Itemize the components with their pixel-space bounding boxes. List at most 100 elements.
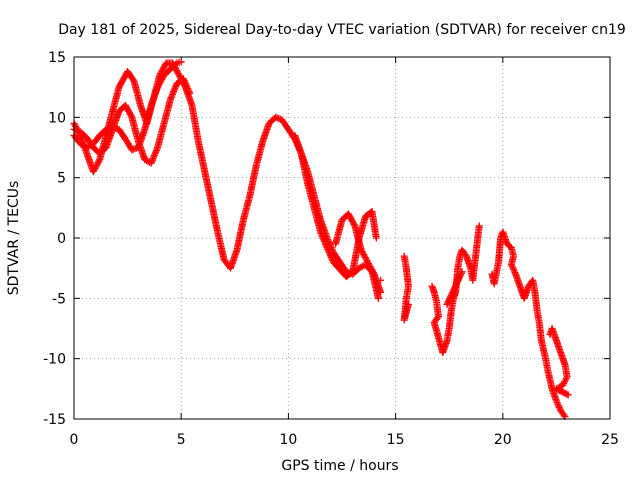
data-point bbox=[179, 75, 187, 83]
data-point bbox=[184, 84, 192, 92]
data-series-trace-f bbox=[400, 252, 412, 324]
data-point bbox=[156, 79, 164, 87]
data-point bbox=[175, 71, 183, 79]
data-point bbox=[350, 220, 358, 228]
data-point bbox=[327, 253, 335, 261]
x-tick-label: 0 bbox=[70, 432, 79, 448]
data-point bbox=[157, 77, 165, 85]
data-point bbox=[324, 245, 332, 253]
data-point bbox=[125, 107, 133, 115]
data-point bbox=[129, 76, 137, 84]
data-point bbox=[560, 411, 568, 419]
data-point bbox=[358, 248, 366, 256]
data-point bbox=[510, 267, 518, 275]
data-point bbox=[364, 258, 372, 266]
data-point bbox=[368, 266, 376, 274]
y-tick-label: 15 bbox=[48, 50, 66, 66]
data-point bbox=[326, 250, 334, 258]
data-point bbox=[363, 257, 371, 265]
data-point bbox=[357, 246, 365, 254]
data-point bbox=[95, 157, 103, 165]
data-point bbox=[125, 109, 133, 117]
data-point bbox=[362, 255, 370, 263]
data-point bbox=[181, 80, 189, 88]
data-point bbox=[177, 58, 185, 66]
data-point bbox=[347, 214, 355, 222]
data-point bbox=[404, 300, 412, 308]
data-series-trace-e bbox=[332, 210, 385, 296]
y-tick-label: -5 bbox=[52, 291, 66, 307]
x-tick-label: 25 bbox=[601, 432, 619, 448]
y-tick-label: -15 bbox=[43, 412, 66, 428]
data-point bbox=[377, 288, 385, 296]
data-point bbox=[93, 160, 101, 168]
data-point bbox=[173, 68, 181, 76]
data-point bbox=[361, 252, 369, 260]
data-series-trace-c bbox=[70, 75, 194, 167]
data-point bbox=[507, 261, 515, 269]
data-point bbox=[124, 106, 132, 114]
data-series-trace-h bbox=[488, 228, 572, 421]
data-point bbox=[89, 168, 97, 176]
data-point bbox=[346, 213, 354, 221]
data-point bbox=[508, 262, 516, 270]
data-point bbox=[174, 70, 182, 78]
plot-frame bbox=[73, 56, 611, 420]
x-tick-label: 20 bbox=[494, 432, 512, 448]
data-point bbox=[158, 67, 166, 75]
y-tick-labels: -15 -10 -5 0 5 10 15 bbox=[43, 50, 66, 428]
data-point bbox=[349, 219, 357, 227]
data-point bbox=[180, 76, 188, 84]
data-point bbox=[554, 400, 562, 408]
data-point bbox=[161, 62, 169, 70]
data-point bbox=[367, 264, 375, 272]
data-point bbox=[94, 159, 102, 167]
data-point bbox=[123, 104, 131, 112]
data-layer bbox=[70, 58, 572, 421]
data-point bbox=[369, 267, 377, 275]
data-point bbox=[181, 78, 189, 86]
data-point bbox=[126, 110, 134, 118]
data-point bbox=[183, 83, 191, 91]
data-point bbox=[552, 397, 560, 405]
data-point bbox=[461, 251, 469, 259]
data-point bbox=[345, 211, 353, 219]
data-point bbox=[344, 210, 352, 218]
data-point bbox=[348, 216, 356, 224]
data-point bbox=[359, 249, 367, 257]
data-point bbox=[184, 86, 192, 94]
data-point bbox=[92, 163, 100, 171]
data-point bbox=[553, 399, 561, 407]
y-tick-label: 5 bbox=[57, 171, 66, 187]
x-tick-label: 5 bbox=[177, 432, 186, 448]
x-tick-label: 10 bbox=[279, 432, 297, 448]
data-point bbox=[155, 80, 163, 88]
data-point bbox=[369, 269, 377, 277]
data-point bbox=[185, 88, 193, 96]
data-point bbox=[71, 121, 79, 129]
data-series-trace-g bbox=[428, 222, 483, 357]
y-tick-label: -10 bbox=[43, 352, 66, 368]
data-point bbox=[154, 83, 162, 91]
data-point bbox=[121, 101, 129, 109]
data-point bbox=[360, 251, 368, 259]
data-point bbox=[555, 403, 563, 411]
data-point bbox=[324, 247, 332, 255]
data-point bbox=[327, 252, 335, 260]
data-point bbox=[555, 402, 563, 410]
data-point bbox=[366, 263, 374, 271]
y-tick-label: 0 bbox=[57, 231, 66, 247]
data-point bbox=[510, 265, 518, 273]
data-point bbox=[159, 65, 167, 73]
data-point bbox=[158, 74, 166, 82]
data-point bbox=[323, 244, 331, 252]
data-point bbox=[511, 269, 519, 277]
data-point bbox=[182, 81, 190, 89]
x-axis-label: GPS time / hours bbox=[281, 458, 398, 474]
data-point bbox=[91, 165, 99, 173]
data-point bbox=[374, 294, 382, 302]
data-point bbox=[154, 82, 162, 90]
data-point bbox=[158, 76, 166, 84]
